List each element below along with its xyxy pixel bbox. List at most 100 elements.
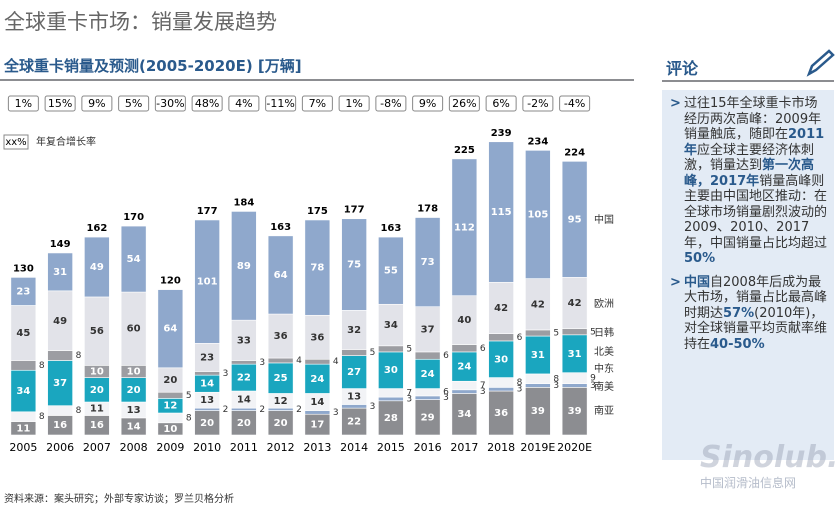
bar-segment: [451, 344, 478, 353]
title-rule: [0, 79, 634, 81]
segment-label: 10: [127, 366, 141, 377]
segment-label: 33: [237, 335, 251, 346]
growth-box: [559, 95, 591, 112]
comment-segment: 50%: [684, 251, 716, 266]
segment-label: 89: [237, 261, 251, 272]
chart-title: 全球重卡销量及预测(2005-2020E) [万辆]: [4, 57, 302, 75]
segment-label: 2: [223, 405, 229, 415]
legend-text: 年复合增长率: [36, 135, 96, 148]
bar-segment: [304, 363, 331, 394]
comment-bullet: 中国自2008年后成为最大市场，销量占比最高峰时期达57%(2010年)，对全球…: [668, 275, 828, 353]
segment-label: 10: [90, 366, 104, 377]
segment-label: 20: [90, 385, 104, 396]
growth-box: [81, 95, 113, 112]
x-tick-label: 2013: [303, 441, 331, 454]
segment-label: 64: [163, 324, 177, 335]
comment-rule: [662, 80, 834, 82]
segment-label: 13: [200, 395, 214, 406]
segment-label: 3: [259, 358, 265, 368]
growth-label: -2%: [527, 97, 548, 110]
segment-label: 17: [310, 420, 324, 431]
segment-label: 8: [186, 413, 192, 423]
bar-segment: [231, 211, 257, 321]
bar-segment: [451, 389, 478, 394]
segment-label: 31: [53, 267, 67, 278]
growth-box: [301, 95, 333, 112]
growth-box: [118, 95, 150, 112]
segment-label: 34: [457, 409, 471, 420]
bar-segment: [194, 219, 220, 344]
growth-box: [522, 95, 554, 112]
bar-segment: [194, 407, 220, 411]
segment-label: 37: [53, 378, 67, 389]
segment-label: 3: [406, 394, 412, 404]
bar-segment: [378, 236, 404, 305]
segment-label: 75: [347, 260, 361, 271]
segment-label: 8: [39, 412, 45, 422]
region-label: 中国: [594, 213, 614, 226]
bar-segment: [378, 396, 404, 402]
segment-label: 3: [517, 385, 523, 395]
bar-segment: [488, 390, 514, 436]
bar-segment: [267, 410, 294, 436]
segment-label: 10: [163, 424, 177, 435]
bar-segment: [525, 373, 551, 384]
bar-segment: [525, 387, 551, 436]
segment-label: 22: [237, 373, 251, 384]
total-label: 120: [160, 276, 181, 287]
bar-segment: [157, 367, 184, 393]
legend-box: [3, 134, 29, 150]
comment-segment: 40-50%: [710, 336, 765, 352]
bar-segment: [231, 363, 257, 392]
bar-segment: [157, 391, 184, 399]
x-tick-label: 2014: [340, 441, 368, 454]
segment-label: 5: [553, 328, 559, 338]
segment-label: 22: [347, 417, 361, 428]
segment-label: 6: [480, 344, 486, 354]
bar-segment: [561, 383, 588, 388]
growth-box: [191, 95, 223, 112]
bar-segment: [84, 296, 110, 366]
growth-label: 4%: [235, 97, 252, 110]
growth-box: [154, 95, 186, 112]
segment-label: 73: [421, 257, 435, 268]
bar-segment: [47, 350, 73, 361]
bar-segment: [561, 334, 588, 373]
segment-label: 2: [296, 405, 302, 415]
bar-segment: [378, 388, 404, 398]
growth-box: [448, 95, 480, 112]
bar-segment: [120, 377, 147, 403]
comment-bullet: 过往15年全球重卡市场经历两次高峰：2009年销量触底，随即在2011年应全球主…: [668, 96, 828, 267]
bar-segment: [10, 360, 37, 371]
bar-segment: [488, 141, 514, 283]
bar-segment: [561, 387, 588, 436]
segment-label: 20: [274, 418, 288, 429]
bar-segment: [561, 372, 588, 384]
segment-label: 3: [590, 381, 596, 391]
segment-label: 45: [16, 328, 30, 339]
region-label: 日韩: [594, 326, 614, 339]
comment-segment: 中国: [684, 274, 711, 290]
bar-segment: [378, 351, 404, 389]
total-label: 162: [86, 223, 107, 234]
segment-label: 7: [406, 388, 412, 398]
bar-segment: [231, 319, 257, 361]
chart: xx% 年复合增长率20051%1183484523130200615%16837…: [3, 95, 614, 454]
growth-box: [412, 95, 444, 112]
watermark-logo: Sinolub.com: [700, 440, 839, 475]
bar-segment: [341, 404, 367, 409]
segment-label: 36: [494, 408, 508, 419]
segment-label: 31: [531, 350, 545, 361]
bar-segment: [10, 369, 37, 413]
watermark-site: 中国润滑油信息网: [700, 476, 797, 490]
segment-label: 6: [443, 388, 449, 398]
bar-segment: [194, 410, 220, 436]
x-tick-label: 2005: [9, 441, 37, 454]
segment-label: 49: [53, 316, 67, 327]
growth-label: 9%: [419, 97, 436, 110]
segment-label: 5: [406, 344, 412, 354]
segment-label: 8: [39, 361, 45, 371]
bar-segment: [304, 410, 331, 415]
segment-label: 8: [76, 406, 82, 416]
segment-label: 3: [443, 393, 449, 403]
